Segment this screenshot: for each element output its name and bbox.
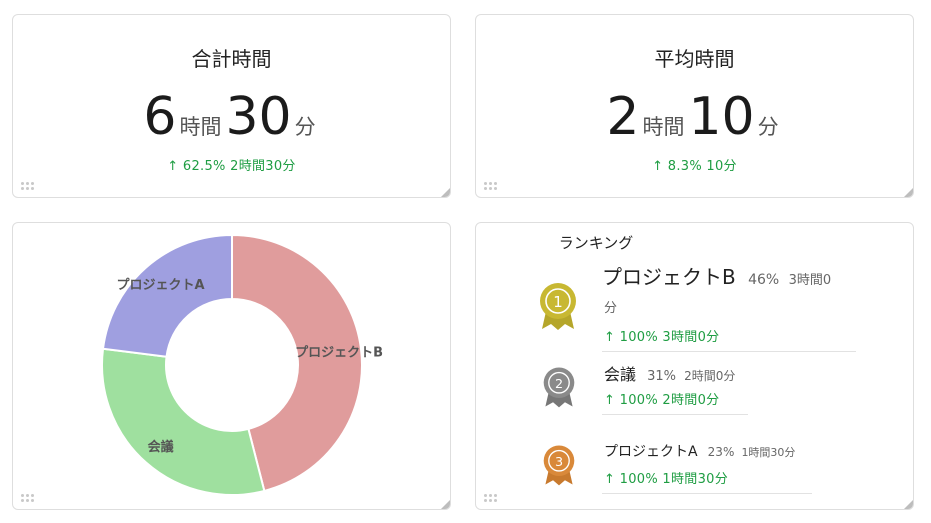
donut-chart: プロジェクトB 会議 プロジェクトA — [101, 233, 383, 496]
total-minutes: 30 — [225, 87, 292, 147]
total-hours: 6 — [143, 87, 177, 147]
average-time-title: 平均時間 — [654, 47, 735, 71]
ranking-item-1-name: プロジェクトB — [602, 265, 736, 289]
drag-handle-icon[interactable] — [484, 494, 498, 502]
pie-slice-label: 会議 — [148, 439, 174, 455]
resize-handle-icon[interactable] — [904, 500, 913, 509]
pie-chart-card: プロジェクトB 会議 プロジェクトA — [12, 222, 451, 510]
ranking-item-2-header: 会議 31% 2時間0分 — [604, 361, 735, 385]
pie-slice[interactable] — [101, 347, 266, 496]
ranking-item-1-time-wrap: 分 — [604, 301, 618, 316]
ranking-divider — [602, 351, 856, 352]
total-time-title: 合計時間 — [191, 47, 272, 71]
medal-rank-2: 2 — [555, 377, 563, 392]
average-time-value: 2 時間10 分 — [476, 87, 913, 147]
total-minutes-unit: 分 — [294, 115, 316, 139]
drag-handle-icon[interactable] — [21, 182, 35, 190]
ranking-divider — [602, 493, 812, 494]
ranking-item-1-time: 3時間0 — [788, 273, 832, 288]
resize-handle-icon[interactable] — [904, 188, 913, 197]
ranking-divider — [602, 414, 748, 415]
ranking-item-2-change: ↑ 100% 2時間0分 — [604, 393, 720, 408]
total-change: ↑ 62.5% 2時間30分 — [167, 159, 296, 174]
total-time-card: 合計時間 6 時間30 分 ↑ 62.5% 2時間30分 — [12, 14, 451, 198]
resize-handle-icon[interactable] — [441, 500, 450, 509]
ranking-item-2-time: 2時間0分 — [684, 369, 736, 383]
ranking-item-3-name: プロジェクトA — [604, 444, 698, 460]
total-hours-unit: 時間 — [179, 115, 222, 139]
medal-rank-3: 3 — [555, 455, 563, 470]
ranking-title: ランキング — [558, 234, 634, 252]
ranking-item-2-name: 会議 — [604, 365, 637, 384]
silver-medal-icon: 2 — [543, 367, 575, 408]
ranking-item-2-pct: 31% — [647, 369, 677, 384]
ranking-item-3-time: 1時間30分 — [741, 446, 796, 459]
resize-handle-icon[interactable] — [441, 188, 450, 197]
ranking-card: ランキング 1 プロジェクトB 46% 3時間0 分 ↑ 100% 3時間0分 … — [475, 222, 914, 510]
average-hours: 2 — [606, 87, 640, 147]
drag-handle-icon[interactable] — [484, 182, 498, 190]
ranking-item-1-header: プロジェクトB 46% 3時間0 — [602, 261, 831, 290]
ranking-item-3-change: ↑ 100% 1時間30分 — [604, 472, 729, 487]
ranking-item-3-pct: 23% — [707, 445, 735, 459]
average-change: ↑ 8.3% 10分 — [652, 159, 737, 174]
average-hours-unit: 時間 — [642, 115, 685, 139]
pie-slice-label: プロジェクトB — [295, 345, 383, 360]
pie-slice[interactable] — [101, 233, 233, 358]
ranking-item-3-header: プロジェクトA 23% 1時間30分 — [604, 441, 795, 461]
ranking-item-1-pct: 46% — [748, 272, 780, 288]
pie-slice[interactable] — [231, 233, 363, 493]
average-time-card: 平均時間 2 時間10 分 ↑ 8.3% 10分 — [475, 14, 914, 198]
drag-handle-icon[interactable] — [21, 494, 35, 502]
average-minutes: 10 — [688, 87, 755, 147]
ranking-item-1-change: ↑ 100% 3時間0分 — [604, 330, 720, 345]
pie-slice-label: プロジェクトA — [117, 278, 205, 293]
average-minutes-unit: 分 — [757, 115, 779, 139]
bronze-medal-icon: 3 — [543, 445, 575, 486]
total-time-value: 6 時間30 分 — [13, 87, 450, 147]
medal-rank-1: 1 — [553, 293, 563, 311]
gold-medal-icon: 1 — [540, 283, 576, 330]
